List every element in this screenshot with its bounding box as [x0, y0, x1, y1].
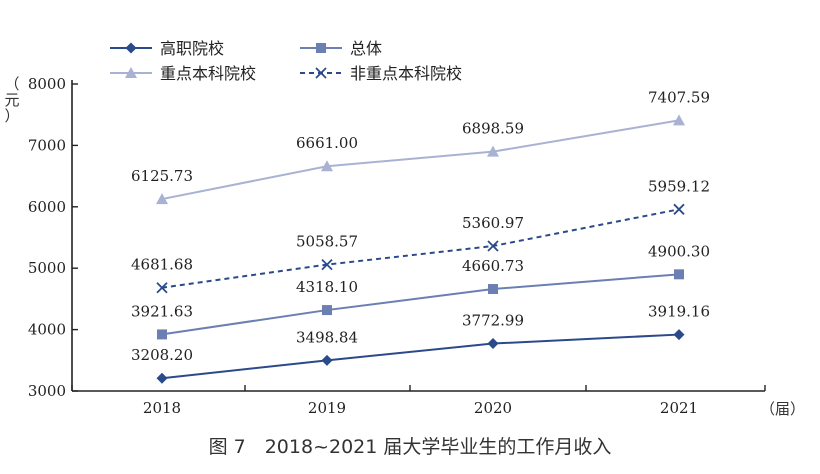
x-axis-label: （届）: [760, 400, 806, 418]
y-axis-label: （ 元 ）: [2, 76, 22, 124]
series-0-data-label-1: 3498.84: [296, 328, 358, 346]
series-3-point-1: [321, 258, 333, 271]
x-tick-label-2020: 2020: [474, 399, 512, 417]
series-0-data-label-3: 3919.16: [648, 303, 710, 321]
series-0-point-3: [673, 329, 685, 341]
series-2-point-0: [156, 193, 168, 205]
series-1-data-label-0: 3921.63: [131, 302, 193, 320]
series-3-point-0: [156, 282, 168, 294]
figure-caption: 图 7 2018~2021 届大学毕业生的工作月收入: [208, 436, 612, 458]
x-tick-label-2021: 2021: [660, 399, 698, 417]
x-tick-label-2019: 2019: [308, 399, 346, 417]
series-1-point-3: [674, 269, 684, 280]
series-3-point-3: [673, 203, 685, 215]
series-2-data-label-3: 7407.59: [648, 88, 710, 106]
series-2-point-1: [321, 160, 333, 172]
series-2-point-3: [673, 114, 685, 126]
legend-label-1: 总体: [350, 39, 382, 58]
series-2-data-label-1: 6661.00: [296, 134, 358, 152]
legend-marker-1: [316, 43, 326, 53]
series-1-data-label-3: 4900.30: [648, 242, 710, 260]
series-0-point-1: [321, 354, 333, 366]
series-3-data-label-0: 4681.68: [131, 256, 193, 274]
series-1-point-0: [157, 329, 167, 340]
y-axis-label-close: ）: [4, 107, 20, 125]
series-3-data-label-2: 5360.97: [462, 214, 524, 232]
x-tick-label-2018: 2018: [143, 399, 181, 417]
series-0-data-label-2: 3772.99: [462, 312, 524, 330]
y-tick-label-3000: 3000: [28, 382, 66, 400]
y-axis-label-unit: 元: [4, 91, 20, 109]
y-tick-label-5000: 5000: [28, 259, 66, 277]
series-3-data-label-1: 5058.57: [296, 233, 358, 251]
series-line-1: [161, 273, 680, 336]
series-line-3: [161, 208, 680, 289]
legend-marker-3: [315, 67, 327, 79]
series-2-data-label-0: 6125.73: [131, 167, 193, 185]
series-3-point-2: [487, 240, 499, 252]
series-0-point-2: [487, 338, 499, 350]
series-1-point-1: [322, 305, 332, 316]
legend-label-3: 非重点本科院校: [350, 64, 462, 83]
y-tick-label-8000: 8000: [28, 75, 66, 93]
series-2-data-label-2: 6898.59: [462, 120, 524, 138]
y-tick-label-4000: 4000: [28, 321, 66, 339]
y-axis-label-open: （: [4, 75, 20, 93]
y-tick-label-6000: 6000: [28, 198, 66, 216]
legend-label-2: 重点本科院校: [160, 64, 256, 83]
legend-marker-2: [125, 67, 137, 78]
series-line-0: [161, 333, 680, 380]
legend-marker-0: [125, 42, 137, 54]
series-0-point-0: [156, 372, 168, 384]
series-0-data-label-0: 3208.20: [131, 346, 193, 364]
y-tick-label-7000: 7000: [28, 136, 66, 154]
legend-label-0: 高职院校: [160, 39, 224, 58]
series-1-data-label-1: 4318.10: [296, 278, 358, 296]
series-line-2: [161, 119, 680, 201]
series-1-point-2: [488, 284, 498, 295]
series-3-data-label-3: 5959.12: [648, 177, 710, 195]
series-1-data-label-2: 4660.73: [462, 257, 524, 275]
series-2-point-2: [487, 145, 499, 157]
